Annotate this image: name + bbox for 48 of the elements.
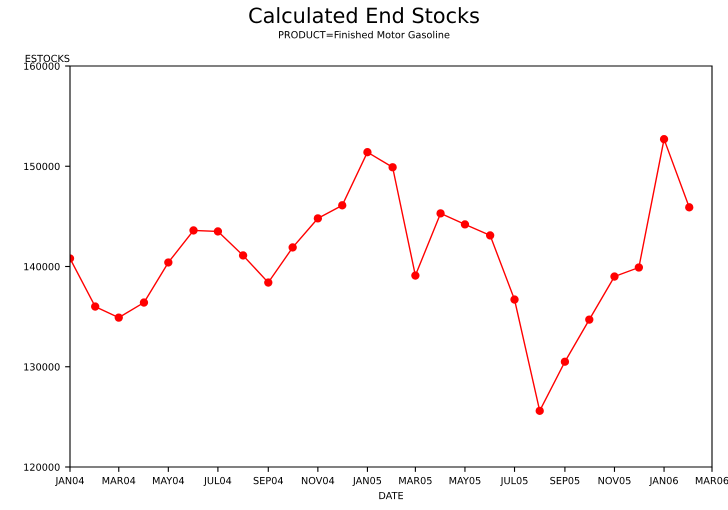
point	[214, 227, 222, 236]
point	[288, 243, 297, 252]
point	[560, 358, 570, 366]
point	[436, 209, 445, 218]
point	[363, 148, 372, 156]
x-tick-label: JAN04	[55, 476, 84, 486]
x-tick-label: NOV04	[302, 476, 334, 484]
y-tick-label: 120000	[24, 463, 60, 471]
x-axis-title: DATE	[379, 492, 404, 500]
x-tick-label: MAR05	[399, 476, 432, 484]
point	[460, 220, 470, 229]
x-tick-label: JUL05	[500, 476, 528, 486]
point	[610, 272, 619, 281]
y-tick-label: 140000	[24, 262, 60, 270]
x-tick-label: SEP05	[550, 476, 580, 484]
x-tick-label: JAN05	[352, 476, 382, 486]
point	[238, 251, 248, 260]
point	[510, 295, 519, 304]
point	[685, 203, 694, 212]
x-tick-label: JUL04	[204, 476, 232, 486]
point	[486, 231, 494, 240]
point	[140, 298, 148, 307]
point	[388, 163, 397, 172]
x-tick-label: MAR06	[696, 476, 728, 484]
y-tick-label: 150000	[24, 162, 60, 170]
x-tick-label: MAY05	[450, 476, 480, 484]
point	[189, 226, 198, 235]
point	[411, 271, 420, 280]
x-tick-label: NOV05	[598, 476, 631, 484]
x-tick-label: MAY04	[152, 476, 184, 484]
point	[164, 258, 172, 267]
point	[536, 406, 544, 416]
x-tick-label: JAN06	[649, 476, 678, 486]
x-tick-label: MAR04	[102, 476, 136, 484]
x-tick-label: SEP04	[254, 476, 284, 484]
y-tick-label: 160000	[24, 62, 60, 70]
point	[91, 302, 100, 311]
y-tick-label: 130000	[24, 363, 60, 371]
chart-title: Calculated End Stocks	[249, 7, 479, 24]
point	[314, 214, 322, 223]
point	[634, 263, 644, 272]
point	[114, 313, 123, 322]
y-axis-title: ESTOCKS	[26, 54, 70, 62]
point	[585, 315, 594, 324]
point	[338, 201, 346, 210]
point	[660, 135, 668, 144]
point	[264, 278, 272, 287]
chart-subtitle: PRODUCT=Finished Motor Gasoline	[279, 30, 450, 38]
